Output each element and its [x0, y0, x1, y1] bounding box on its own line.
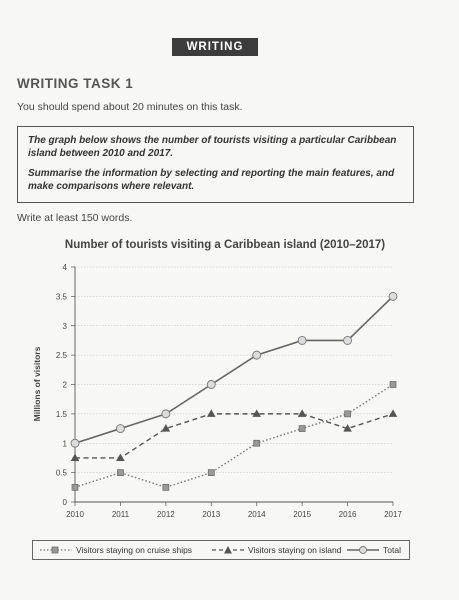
legend-item-island: Visitors staying on island	[211, 541, 341, 559]
y-tick-label: 1.5	[56, 410, 68, 419]
time-instruction: You should spend about 20 minutes on thi…	[17, 101, 243, 113]
data-point-island	[70, 453, 80, 461]
data-point-island	[252, 409, 262, 417]
chart-legend: Visitors staying on cruise ships Visitor…	[32, 540, 410, 560]
prompt-instruction: Summarise the information by selecting a…	[28, 168, 395, 192]
line-chart: Number of tourists visiting a Caribbean …	[32, 239, 402, 519]
y-tick-label: 3	[63, 322, 68, 331]
x-tick-label: 2013	[202, 510, 220, 519]
section-badge: WRITING	[172, 38, 258, 56]
data-point-island	[161, 424, 171, 432]
data-point-total	[161, 409, 171, 419]
y-tick-label: 2	[63, 381, 68, 390]
data-point-island	[343, 424, 352, 432]
data-point-total	[388, 291, 398, 301]
legend-item-cruise: Visitors staying on cruise ships	[39, 541, 192, 559]
y-tick-label: 0.5	[56, 469, 68, 478]
data-point-island	[116, 453, 125, 461]
data-point-cruise	[162, 483, 170, 491]
prompt-description: The graph below shows the number of tour…	[28, 135, 397, 159]
data-point-total	[206, 380, 216, 389]
data-point-total	[297, 335, 307, 345]
legend-label-island: Visitors staying on island	[248, 545, 342, 555]
series-line-1	[74, 383, 394, 489]
data-point-cruise	[253, 439, 261, 447]
y-tick-label: 2.5	[56, 351, 68, 360]
x-tick-label: 2017	[384, 510, 402, 519]
data-point-cruise	[207, 469, 215, 476]
y-tick-label: 3.5	[56, 292, 68, 301]
data-point-total	[115, 424, 125, 434]
x-tick-label: 2011	[112, 510, 130, 519]
legend-swatch-total	[347, 546, 379, 554]
word-limit: Write at least 150 words.	[17, 212, 133, 224]
legend-item-total: Total	[346, 541, 401, 559]
data-point-cruise	[117, 469, 124, 476]
legend-swatch-island	[212, 546, 244, 554]
x-tick-label: 2015	[293, 510, 311, 519]
chart-title: Number of tourists visiting a Caribbean …	[65, 239, 385, 251]
y-tick-label: 1	[63, 439, 68, 448]
series-line-2	[75, 413, 394, 459]
y-axis-label: Millions of visitors	[32, 346, 42, 421]
data-point-island	[388, 409, 398, 417]
data-point-total	[70, 438, 80, 448]
y-tick-label: 0	[63, 498, 68, 507]
legend-label-cruise: Visitors staying on cruise ships	[76, 545, 193, 555]
data-point-cruise	[298, 425, 306, 432]
data-point-island	[297, 409, 307, 417]
data-point-cruise	[389, 381, 397, 388]
data-point-total	[343, 335, 353, 345]
x-tick-label: 2016	[339, 510, 357, 519]
x-tick-label: 2014	[248, 510, 266, 519]
y-tick-label: 4	[63, 263, 68, 272]
legend-label-total: Total	[383, 545, 401, 555]
x-tick-label: 2012	[157, 510, 175, 519]
data-point-cruise	[71, 483, 79, 491]
task-prompt-box: The graph below shows the number of tour…	[17, 126, 414, 203]
data-point-cruise	[344, 410, 351, 418]
x-tick-label: 2010	[66, 510, 84, 519]
task-title: WRITING TASK 1	[17, 76, 134, 91]
legend-swatch-cruise	[40, 546, 72, 554]
data-point-total	[252, 350, 262, 360]
series-line-3	[74, 295, 394, 445]
data-point-island	[206, 409, 216, 417]
